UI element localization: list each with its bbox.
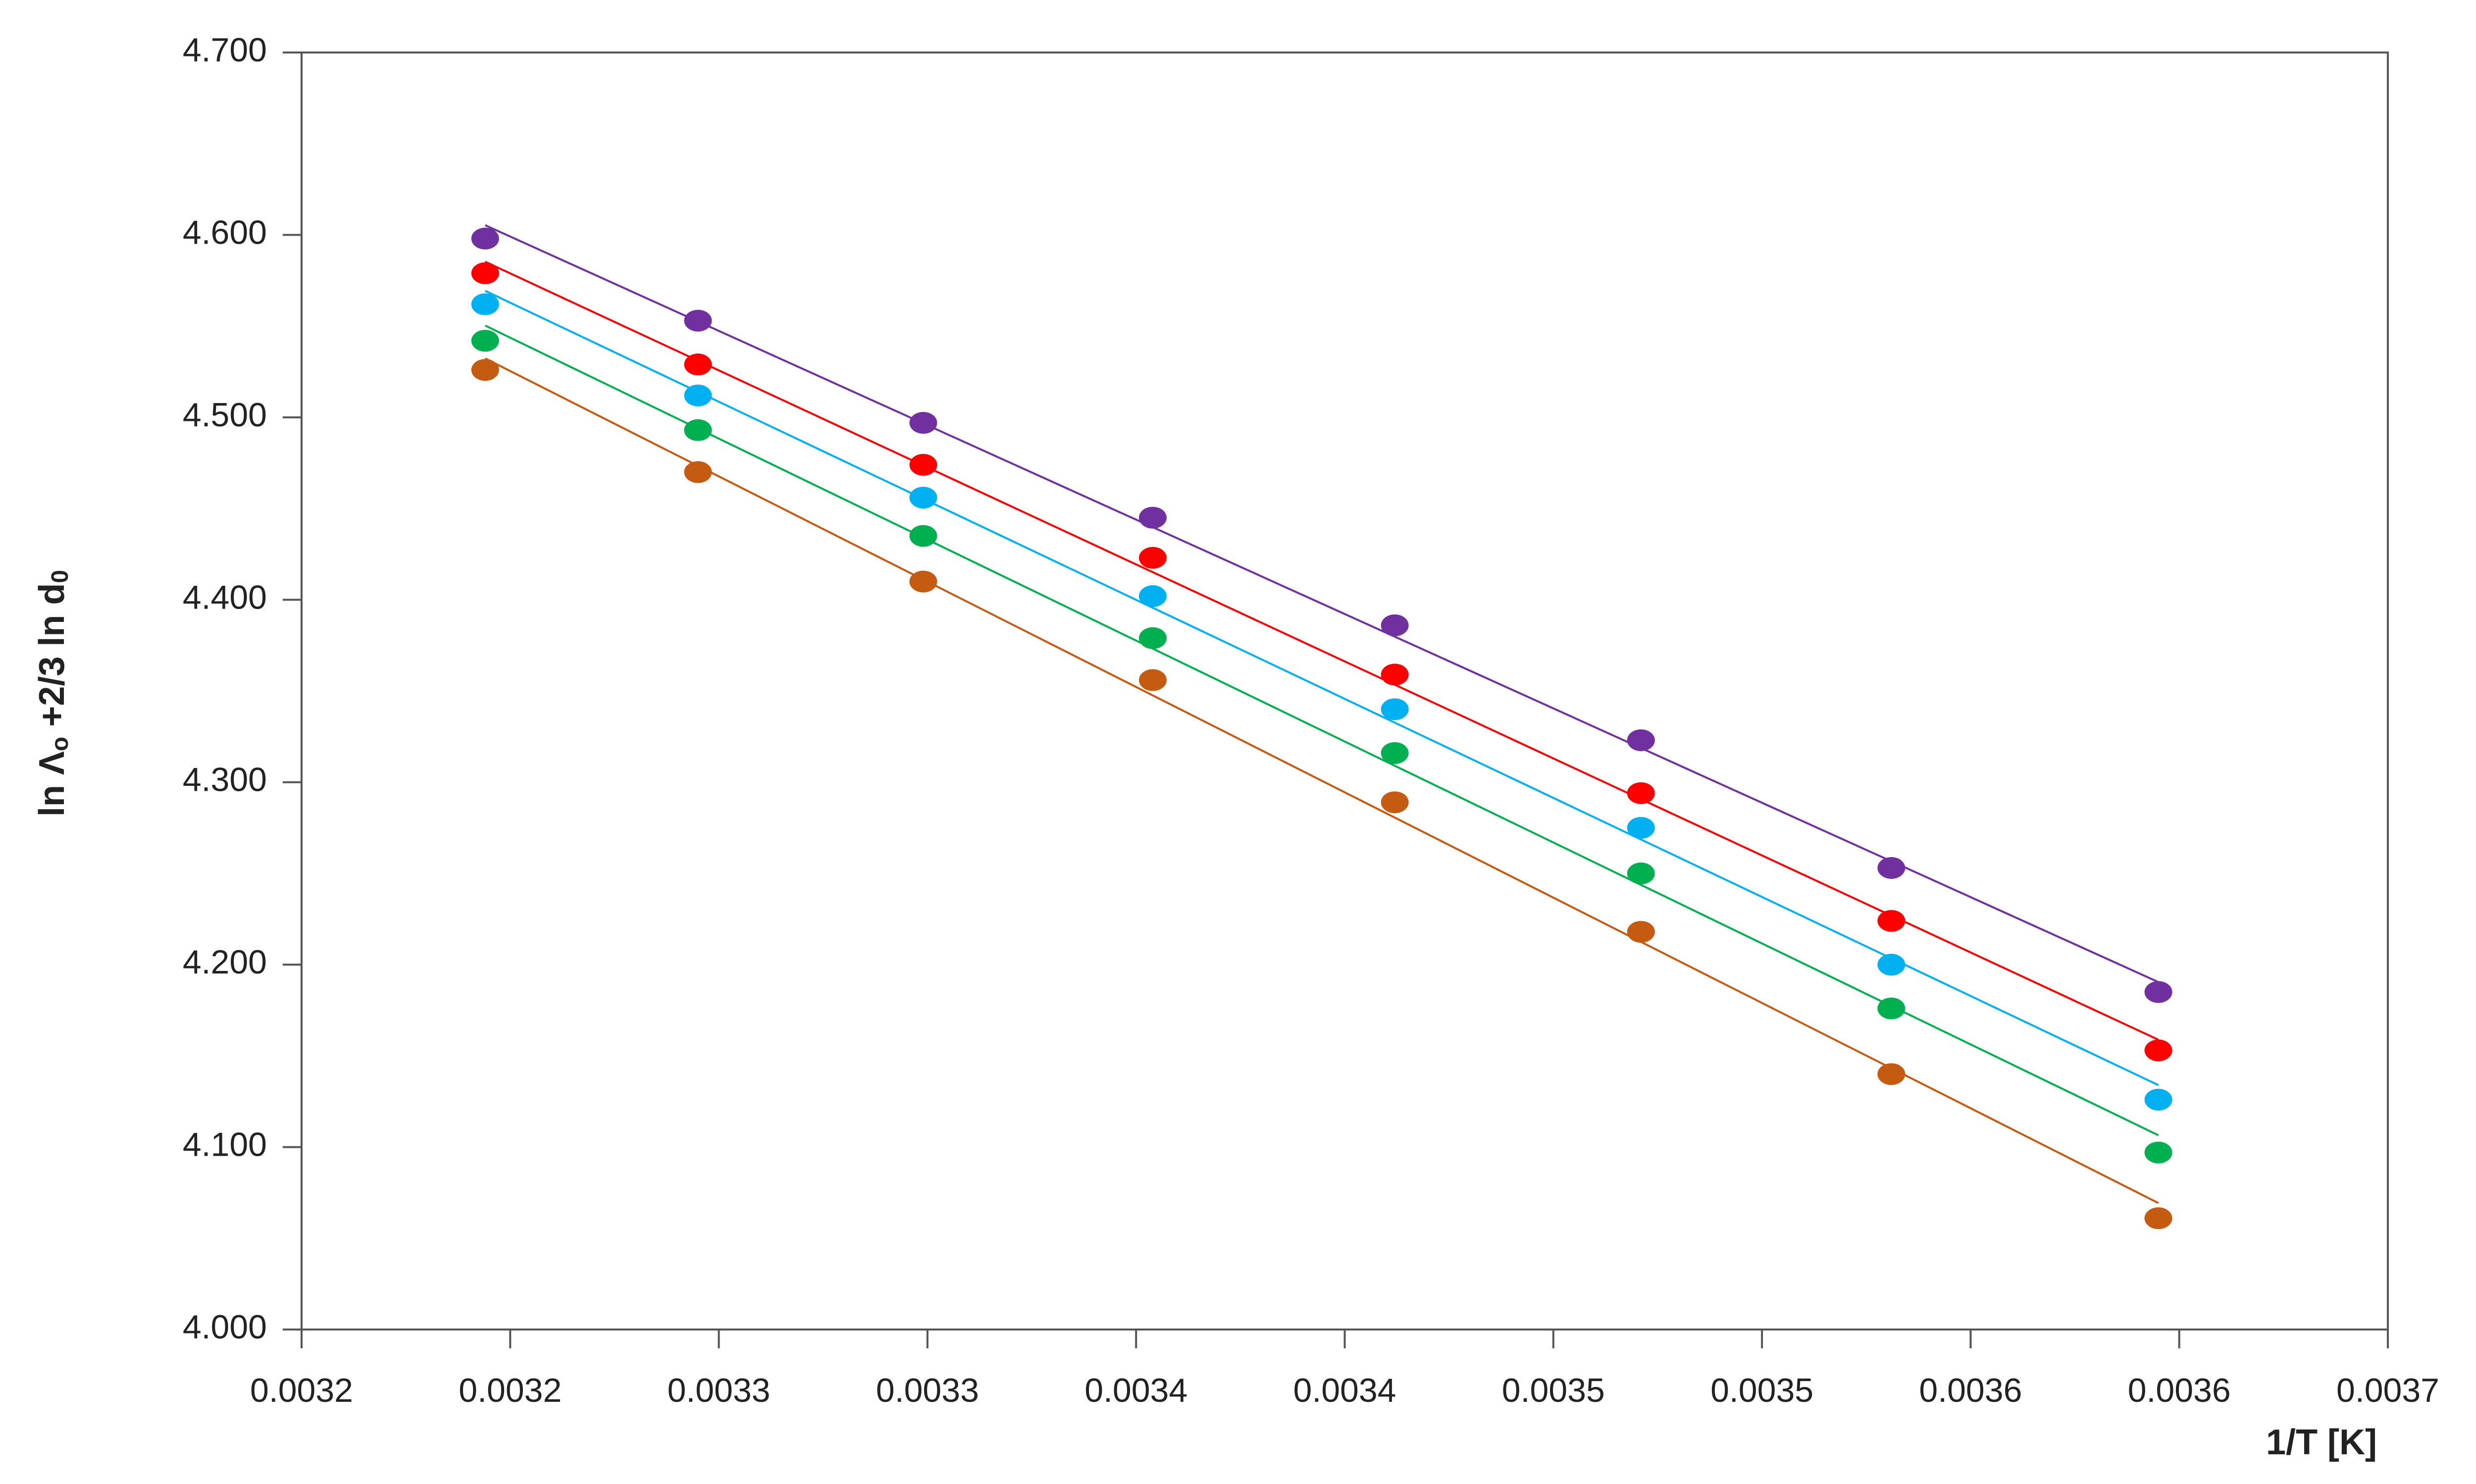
y-axis-label: ln Λo +2/3 ln d0 <box>32 570 73 817</box>
data-point <box>909 525 937 547</box>
data-point <box>1627 862 1655 884</box>
data-point <box>909 411 937 434</box>
data-point <box>1381 791 1409 814</box>
data-point <box>1877 1063 1906 1085</box>
trend-line <box>484 224 2159 983</box>
data-point <box>1138 547 1167 569</box>
data-point <box>1381 664 1409 686</box>
x-tick-label: 0.0036 <box>2128 1372 2231 1409</box>
data-point <box>2144 1141 2172 1164</box>
data-point <box>1138 627 1167 649</box>
data-point <box>471 262 499 284</box>
trend-line <box>484 324 2159 1136</box>
data-point <box>684 419 712 441</box>
data-point <box>909 486 937 509</box>
data-point <box>1381 698 1409 720</box>
data-point <box>1877 857 1906 879</box>
data-point <box>471 359 499 381</box>
data-point <box>1627 921 1655 943</box>
data-point <box>684 384 712 407</box>
x-tick-label: 0.0035 <box>1502 1372 1605 1409</box>
data-point <box>2144 1207 2172 1229</box>
data-point <box>909 454 937 476</box>
y-tick-label: 4.600 <box>183 213 267 251</box>
y-tick-label: 4.300 <box>183 761 267 799</box>
y-label-part: +2/3 ln d <box>32 583 72 737</box>
x-tick-label: 0.0034 <box>1084 1372 1187 1409</box>
y-tick-label: 4.000 <box>183 1308 267 1346</box>
y-label-sub: 0 <box>47 570 73 583</box>
data-point <box>2144 1088 2172 1111</box>
x-axis-label: 1/T [K] <box>2266 1423 2377 1462</box>
x-tick-label: 0.0037 <box>2336 1372 2439 1409</box>
data-point <box>684 309 712 332</box>
y-label-sub: o <box>47 737 73 751</box>
data-point <box>471 330 499 352</box>
x-tick-label: 0.0032 <box>459 1372 562 1409</box>
data-point <box>684 461 712 483</box>
data-point <box>2144 981 2172 1003</box>
y-tick-label: 4.400 <box>183 578 267 616</box>
x-tick-label: 0.0033 <box>668 1372 771 1409</box>
data-point <box>1627 782 1655 804</box>
data-point <box>1138 507 1167 529</box>
data-point <box>471 227 499 250</box>
trend-line <box>484 358 2159 1204</box>
y-label-part: ln Λ <box>32 751 72 817</box>
data-point <box>1138 669 1167 691</box>
y-tick-label: 4.100 <box>183 1126 267 1164</box>
y-tick-label: 4.700 <box>183 31 267 69</box>
trend-line <box>484 260 2159 1041</box>
data-point <box>2144 1039 2172 1062</box>
data-point <box>909 570 937 593</box>
data-point <box>1877 997 1906 1020</box>
data-point <box>1381 614 1409 636</box>
x-tick-label: 0.0033 <box>876 1372 979 1409</box>
x-tick-label: 0.0035 <box>1710 1372 1813 1409</box>
plot-frame <box>301 51 2389 1330</box>
y-tick-label: 4.500 <box>183 396 267 434</box>
y-tick-label: 4.200 <box>183 943 267 981</box>
data-point <box>1381 742 1409 764</box>
data-point <box>1877 954 1906 976</box>
data-point <box>1138 585 1167 607</box>
x-tick-label: 0.0032 <box>250 1372 353 1409</box>
data-point <box>471 293 499 315</box>
x-tick-label: 0.0034 <box>1293 1372 1396 1409</box>
data-point <box>1877 910 1906 932</box>
data-point <box>684 354 712 376</box>
trend-line <box>484 290 2159 1086</box>
data-point <box>1627 729 1655 751</box>
data-point <box>1627 817 1655 839</box>
x-tick-label: 0.0036 <box>1919 1372 2022 1409</box>
